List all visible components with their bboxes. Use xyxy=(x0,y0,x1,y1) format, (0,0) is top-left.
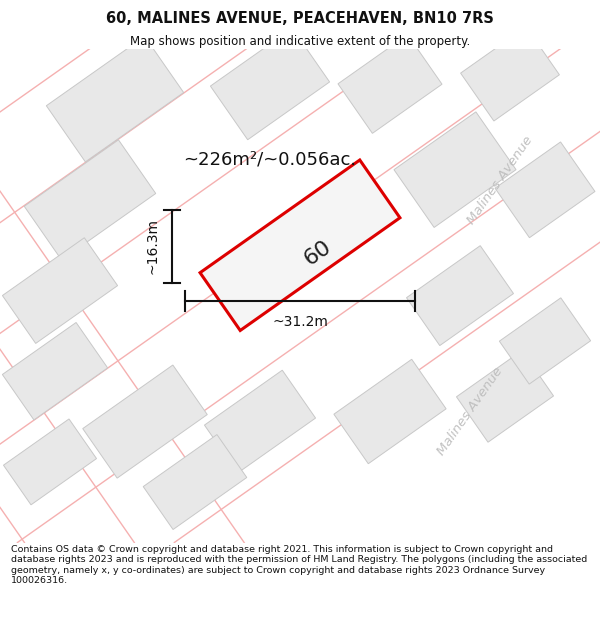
Polygon shape xyxy=(407,246,514,346)
Text: ~31.2m: ~31.2m xyxy=(272,315,328,329)
Polygon shape xyxy=(461,27,559,121)
Polygon shape xyxy=(24,140,156,260)
Text: Malines Avenue: Malines Avenue xyxy=(465,133,535,226)
Polygon shape xyxy=(143,434,247,529)
Polygon shape xyxy=(200,160,400,331)
Text: Map shows position and indicative extent of the property.: Map shows position and indicative extent… xyxy=(130,35,470,48)
Text: ~226m²/~0.056ac.: ~226m²/~0.056ac. xyxy=(184,151,356,169)
Text: 60, MALINES AVENUE, PEACEHAVEN, BN10 7RS: 60, MALINES AVENUE, PEACEHAVEN, BN10 7RS xyxy=(106,11,494,26)
Polygon shape xyxy=(495,142,595,238)
Polygon shape xyxy=(4,419,97,505)
Polygon shape xyxy=(205,370,316,473)
Text: ~16.3m: ~16.3m xyxy=(146,218,160,274)
Polygon shape xyxy=(499,298,590,384)
Polygon shape xyxy=(83,365,207,478)
Text: Contains OS data © Crown copyright and database right 2021. This information is : Contains OS data © Crown copyright and d… xyxy=(11,545,587,585)
Polygon shape xyxy=(457,351,554,442)
Text: Malines Avenue: Malines Avenue xyxy=(435,365,505,458)
Polygon shape xyxy=(2,238,118,343)
Text: 60: 60 xyxy=(301,237,335,269)
Polygon shape xyxy=(338,35,442,133)
Polygon shape xyxy=(334,359,446,464)
Polygon shape xyxy=(211,28,329,140)
Polygon shape xyxy=(2,322,107,420)
Polygon shape xyxy=(46,36,184,162)
Polygon shape xyxy=(394,112,516,228)
